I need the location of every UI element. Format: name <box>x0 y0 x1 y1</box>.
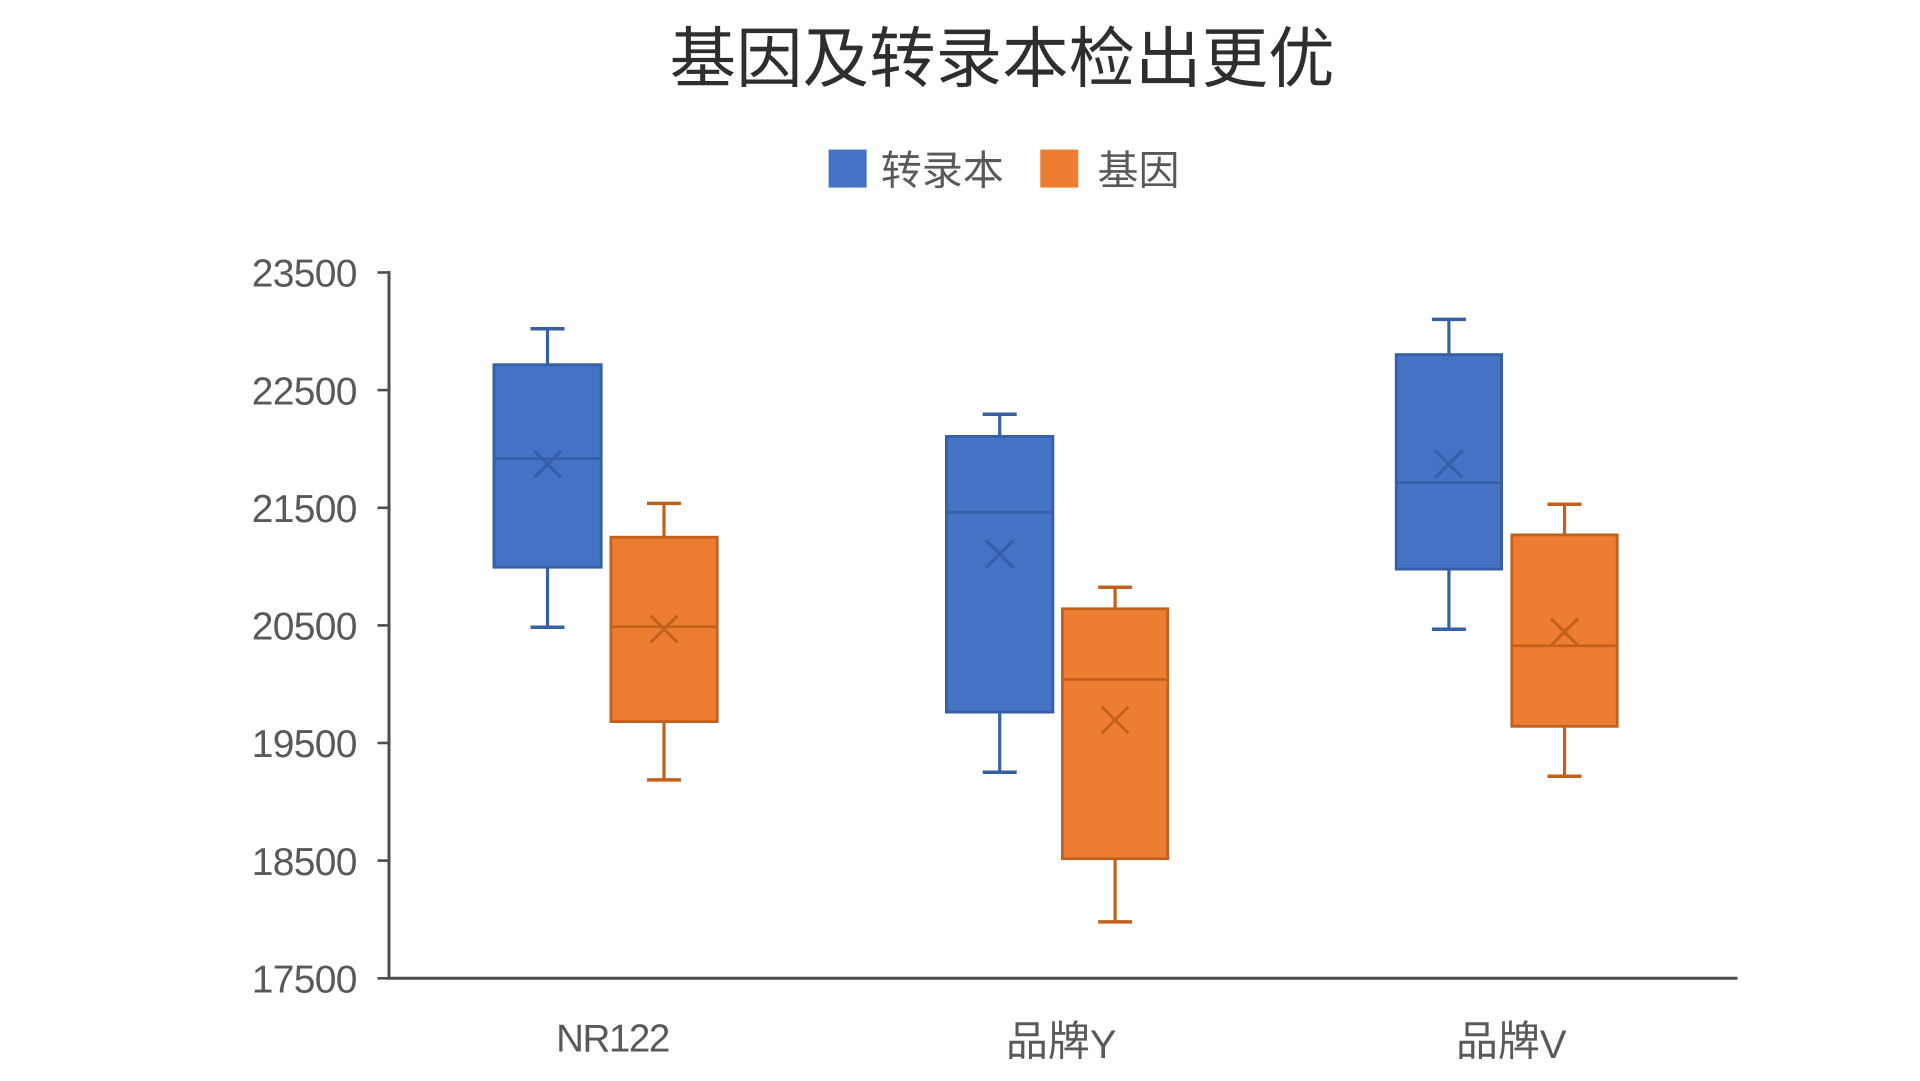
svg-text:21500: 21500 <box>252 488 357 531</box>
svg-text:19500: 19500 <box>252 723 357 766</box>
svg-text:NR122: NR122 <box>556 1017 669 1060</box>
svg-text:V: V <box>1540 1023 1567 1067</box>
svg-text:22500: 22500 <box>252 370 357 413</box>
svg-text:17500: 17500 <box>252 959 357 1002</box>
svg-text:18500: 18500 <box>252 841 357 884</box>
svg-text:23500: 23500 <box>252 253 357 296</box>
svg-text:20500: 20500 <box>252 606 357 649</box>
svg-text:Y: Y <box>1090 1023 1117 1067</box>
